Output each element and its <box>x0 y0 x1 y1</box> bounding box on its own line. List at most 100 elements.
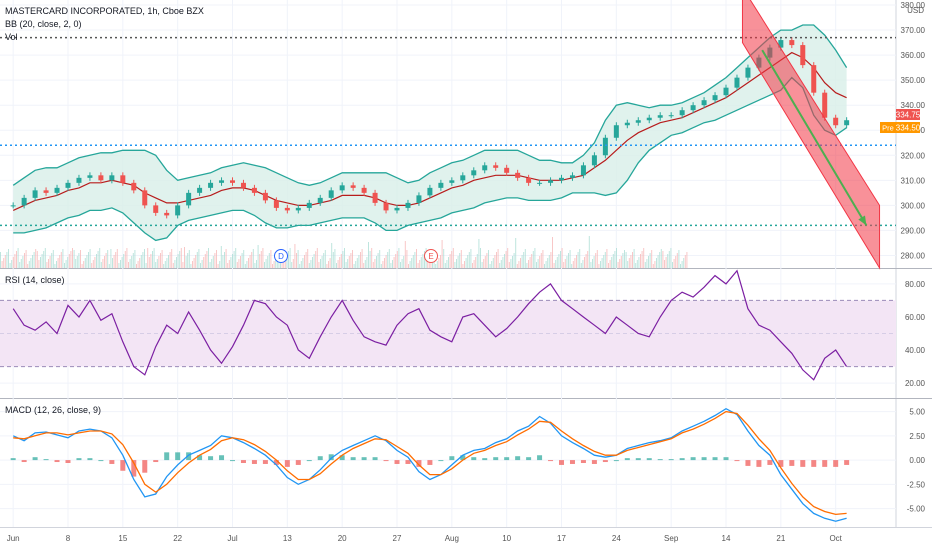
volume-bar <box>360 252 361 268</box>
volume-bar <box>100 262 102 268</box>
volume-bar <box>254 263 256 268</box>
volume-bar <box>420 257 422 268</box>
y-axis-labels[interactable]: 280.00290.00300.00310.00320.00330.00340.… <box>901 1 926 514</box>
macd-histogram-bar <box>679 458 685 461</box>
volume-indicator-label[interactable]: Vol <box>5 32 18 42</box>
volume-bar <box>92 260 94 268</box>
volume-bar <box>676 253 678 268</box>
volume-bar <box>152 251 153 268</box>
volume-bar <box>241 253 243 268</box>
volume-bar <box>526 263 528 268</box>
volume-bar <box>488 250 489 268</box>
price-candle-body <box>701 100 707 106</box>
rsi-indicator-label[interactable]: RSI (14, close) <box>5 275 65 285</box>
dividend-event-marker[interactable]: D <box>274 249 288 263</box>
price-candle-body <box>240 182 246 188</box>
price-candle-body <box>723 87 729 96</box>
volume-bar <box>428 259 430 268</box>
price-candle-body <box>657 115 663 118</box>
volume-bar <box>500 260 502 268</box>
macd-line <box>12 407 847 522</box>
volume-bar <box>281 263 283 268</box>
volume-bar <box>604 252 606 268</box>
volume-bar <box>185 256 187 268</box>
volume-bar <box>547 258 549 268</box>
volume-bar <box>675 256 677 268</box>
projection-channel[interactable] <box>741 0 881 270</box>
price-candle-body <box>317 197 323 203</box>
volume-bar <box>580 263 582 268</box>
volume-bar <box>344 248 345 268</box>
dividend-event-label: D <box>278 252 284 261</box>
volume-bar <box>8 249 9 268</box>
volume-bar <box>268 253 270 268</box>
volume-bar <box>198 249 200 268</box>
y-axis-tick-label: 290.00 <box>901 226 926 235</box>
volume-bar <box>665 257 667 268</box>
time-axis-tick-label: 8 <box>66 534 71 543</box>
volume-bar <box>569 250 571 268</box>
time-axis-labels[interactable]: Jun 8 15 22 Jul 13 20 27 Aug 10 17 24 Sep 14 21 Oct <box>7 534 843 543</box>
volume-bar <box>622 253 624 268</box>
volume-bar <box>59 255 61 268</box>
volume-bar <box>369 251 371 268</box>
price-candle-body <box>65 182 71 188</box>
volume-bar <box>358 255 360 268</box>
macd-histogram-bar <box>284 460 290 467</box>
volume-bar <box>326 264 328 268</box>
volume-bar <box>265 259 267 268</box>
volume-bar <box>232 254 233 268</box>
price-candle-body <box>822 92 828 118</box>
volume-bar <box>515 238 517 268</box>
volume-bar <box>574 258 576 268</box>
macd-histogram-bar <box>559 460 565 465</box>
macd-indicator-label[interactable]: MACD (12, 26, close, 9) <box>5 405 101 415</box>
price-candle-body <box>591 155 597 166</box>
volume-bar <box>184 247 185 268</box>
price-candle-body <box>229 180 235 183</box>
volume-bar <box>166 258 168 268</box>
macd-histogram-bar <box>602 460 608 463</box>
volume-bar <box>56 261 57 268</box>
volume-bar <box>464 261 465 268</box>
volume-bar <box>513 253 515 268</box>
price-candle-body <box>559 177 565 181</box>
volume-bar <box>646 259 648 268</box>
volume-bar <box>492 258 494 268</box>
volume-bar <box>153 248 155 268</box>
earnings-event-marker[interactable]: E <box>424 249 438 263</box>
price-candle-body <box>537 182 543 184</box>
volume-bar <box>532 251 534 268</box>
volume-bar <box>548 255 550 268</box>
time-axis-tick-label: Sep <box>664 534 679 543</box>
time-axis-tick-label: 14 <box>722 534 731 543</box>
volume-bar <box>419 260 421 268</box>
time-axis-tick-label: 21 <box>776 534 785 543</box>
volume-bar <box>40 257 41 268</box>
volume-bar <box>441 240 443 268</box>
volume-bar <box>49 256 51 268</box>
macd-signal-line <box>13 410 847 516</box>
volume-bar <box>636 260 638 268</box>
macd-histogram-bar <box>569 460 575 464</box>
volume-bar <box>481 262 483 268</box>
volume-bar <box>684 255 686 268</box>
y-axis-tick-label: 0.00 <box>909 456 925 465</box>
price-candle-body <box>789 40 795 46</box>
bb-indicator-label[interactable]: BB (20, close, 2, 0) <box>5 19 82 29</box>
volume-bar <box>94 257 96 268</box>
rsi-line <box>12 269 848 381</box>
volume-bar <box>443 249 445 268</box>
volume-bar <box>267 256 269 268</box>
macd-histogram-bar <box>383 460 389 462</box>
price-candle-body <box>273 200 279 208</box>
symbol-title[interactable]: MASTERCARD INCORPORATED, 1h, Cboe BZX <box>5 6 204 16</box>
price-candle-body <box>548 180 554 183</box>
premarket-price-value: 334.50 <box>896 124 921 133</box>
volume-bar <box>307 249 309 268</box>
volume-bar <box>251 252 253 268</box>
volume-bar <box>472 263 473 268</box>
volume-bar <box>129 259 131 268</box>
macd-histogram-bar <box>76 458 82 461</box>
volume-bar <box>67 257 69 268</box>
